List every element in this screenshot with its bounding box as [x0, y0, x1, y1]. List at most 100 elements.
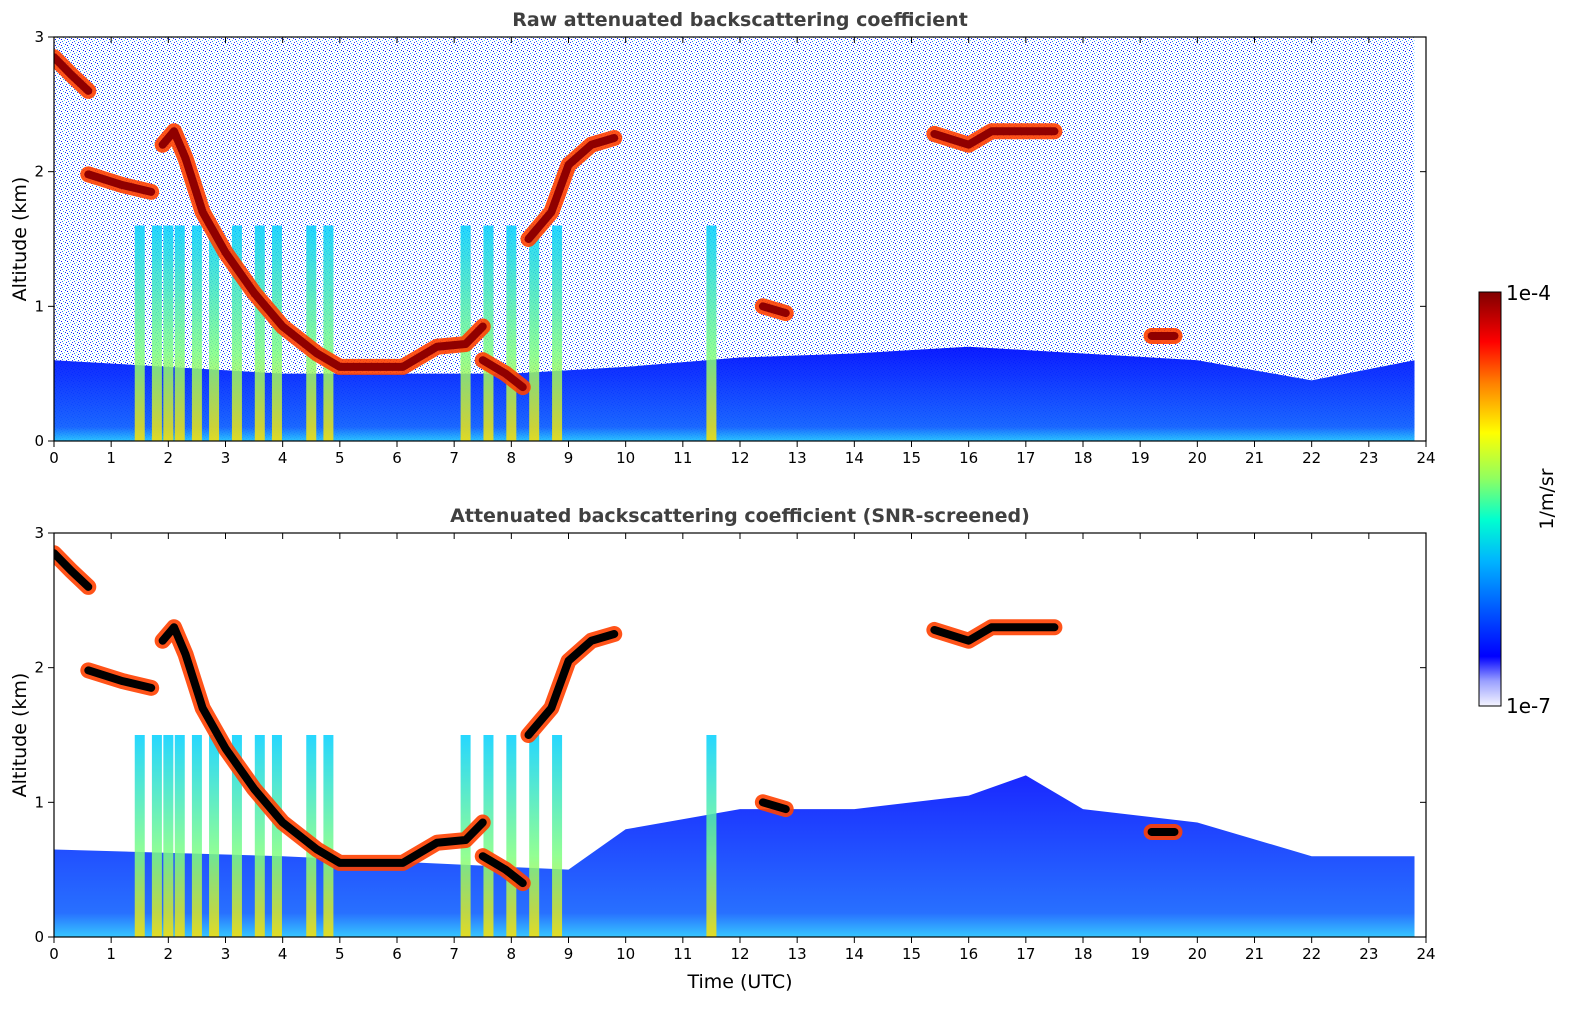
precipitation-streak	[134, 735, 145, 937]
x-tick-label: 12	[730, 449, 749, 467]
cloud-layer	[84, 666, 156, 692]
x-tick-label: 21	[1245, 449, 1264, 467]
x-tick-label: 5	[335, 449, 345, 467]
x-tick-label: 12	[730, 945, 749, 963]
x-tick-label: 2	[164, 449, 174, 467]
x-tick-label: 3	[221, 449, 231, 467]
x-tick-label: 18	[1073, 945, 1092, 963]
precipitation-streak	[706, 735, 717, 937]
precipitation-streak	[191, 735, 202, 937]
screened-panel: Attenuated backscattering coefficient (S…	[9, 505, 1436, 993]
y-tick-label: 2	[34, 163, 44, 181]
x-tick-label: 6	[392, 945, 402, 963]
boundary-layer-region	[54, 346, 1415, 441]
x-tick-label: 11	[673, 945, 692, 963]
x-tick-label: 7	[449, 945, 459, 963]
precipitation-streak	[163, 225, 174, 441]
cloud-layer	[158, 127, 487, 371]
cloud-layer	[478, 356, 527, 392]
x-tick-label: 8	[507, 945, 517, 963]
x-tick-label: 14	[845, 449, 864, 467]
precipitation-streak	[231, 735, 242, 937]
cloud-layer	[478, 852, 527, 888]
precipitation-streak	[209, 735, 220, 937]
cloud-layer	[84, 170, 156, 196]
precipitation-streak	[483, 735, 494, 937]
colorbar-gradient	[1478, 291, 1502, 707]
cloud-layer	[758, 302, 790, 318]
precipitation-streak	[483, 225, 494, 441]
x-tick-label: 10	[616, 449, 635, 467]
precipitation-streak	[529, 225, 540, 441]
screened-ylabel: Altitude (km)	[9, 673, 31, 798]
cloud-layer	[524, 630, 619, 739]
precipitation-streak	[151, 735, 162, 937]
x-tick-label: 15	[902, 449, 921, 467]
x-tick-label: 14	[845, 945, 864, 963]
x-tick-label: 13	[788, 449, 807, 467]
cloud-layer	[930, 623, 1059, 645]
precipitation-streak	[271, 735, 282, 937]
cloud-layer	[54, 549, 93, 591]
cloud-layer	[930, 127, 1059, 149]
y-tick-label: 3	[34, 524, 44, 542]
x-tick-label: 23	[1359, 945, 1378, 963]
x-tick-label: 3	[221, 945, 231, 963]
cloud-layer	[524, 134, 619, 243]
x-tick-label: 21	[1245, 945, 1264, 963]
raw-panel: Raw attenuated backscattering coefficien…	[9, 9, 1436, 467]
raw-panel-title: Raw attenuated backscattering coefficien…	[512, 9, 968, 31]
x-tick-label: 1	[106, 449, 116, 467]
precipitation-streak	[254, 735, 265, 937]
x-tick-label: 9	[564, 945, 574, 963]
raw-ylabel: Altitude (km)	[9, 177, 31, 302]
x-tick-label: 22	[1302, 449, 1321, 467]
precipitation-streak	[163, 735, 174, 937]
x-tick-label: 4	[278, 449, 288, 467]
colorbar-min-label: 1e-7	[1506, 694, 1551, 718]
y-tick-label: 1	[34, 793, 44, 811]
precipitation-streak	[529, 735, 540, 937]
x-tick-label: 24	[1416, 449, 1435, 467]
x-tick-label: 10	[616, 945, 635, 963]
x-tick-label: 18	[1073, 449, 1092, 467]
x-tick-label: 19	[1131, 945, 1150, 963]
precipitation-streak	[134, 225, 145, 441]
screened-xlabel: Time (UTC)	[686, 971, 792, 993]
colorbar-max-label: 1e-4	[1506, 281, 1551, 305]
precipitation-streak	[306, 225, 317, 441]
x-tick-label: 24	[1416, 945, 1435, 963]
x-tick-label: 4	[278, 945, 288, 963]
x-tick-label: 20	[1188, 945, 1207, 963]
x-tick-label: 2	[164, 945, 174, 963]
x-tick-label: 16	[959, 449, 978, 467]
cloud-layer	[158, 623, 487, 867]
x-tick-label: 15	[902, 945, 921, 963]
x-tick-label: 13	[788, 945, 807, 963]
precipitation-streak	[174, 225, 185, 441]
colorbar-units-label: 1/m/sr	[1536, 468, 1558, 529]
precipitation-streak	[323, 225, 334, 441]
x-tick-label: 19	[1131, 449, 1150, 467]
x-tick-label: 22	[1302, 945, 1321, 963]
x-tick-label: 0	[49, 945, 59, 963]
no-data-region	[1414, 37, 1426, 441]
x-tick-label: 6	[392, 449, 402, 467]
precipitation-streak	[271, 225, 282, 441]
screened-panel-title: Attenuated backscattering coefficient (S…	[450, 505, 1030, 527]
cloud-layer	[54, 53, 93, 95]
x-tick-label: 0	[49, 449, 59, 467]
x-tick-label: 17	[1016, 945, 1035, 963]
precipitation-streak	[706, 225, 717, 441]
x-tick-label: 7	[449, 449, 459, 467]
precipitation-streak	[323, 735, 334, 937]
y-tick-label: 0	[34, 432, 44, 450]
precipitation-streak	[254, 225, 265, 441]
precipitation-streak	[191, 225, 202, 441]
x-tick-label: 23	[1359, 449, 1378, 467]
no-data-region	[1414, 533, 1426, 937]
cloud-layer	[758, 798, 790, 814]
x-tick-label: 8	[507, 449, 517, 467]
y-tick-label: 0	[34, 928, 44, 946]
